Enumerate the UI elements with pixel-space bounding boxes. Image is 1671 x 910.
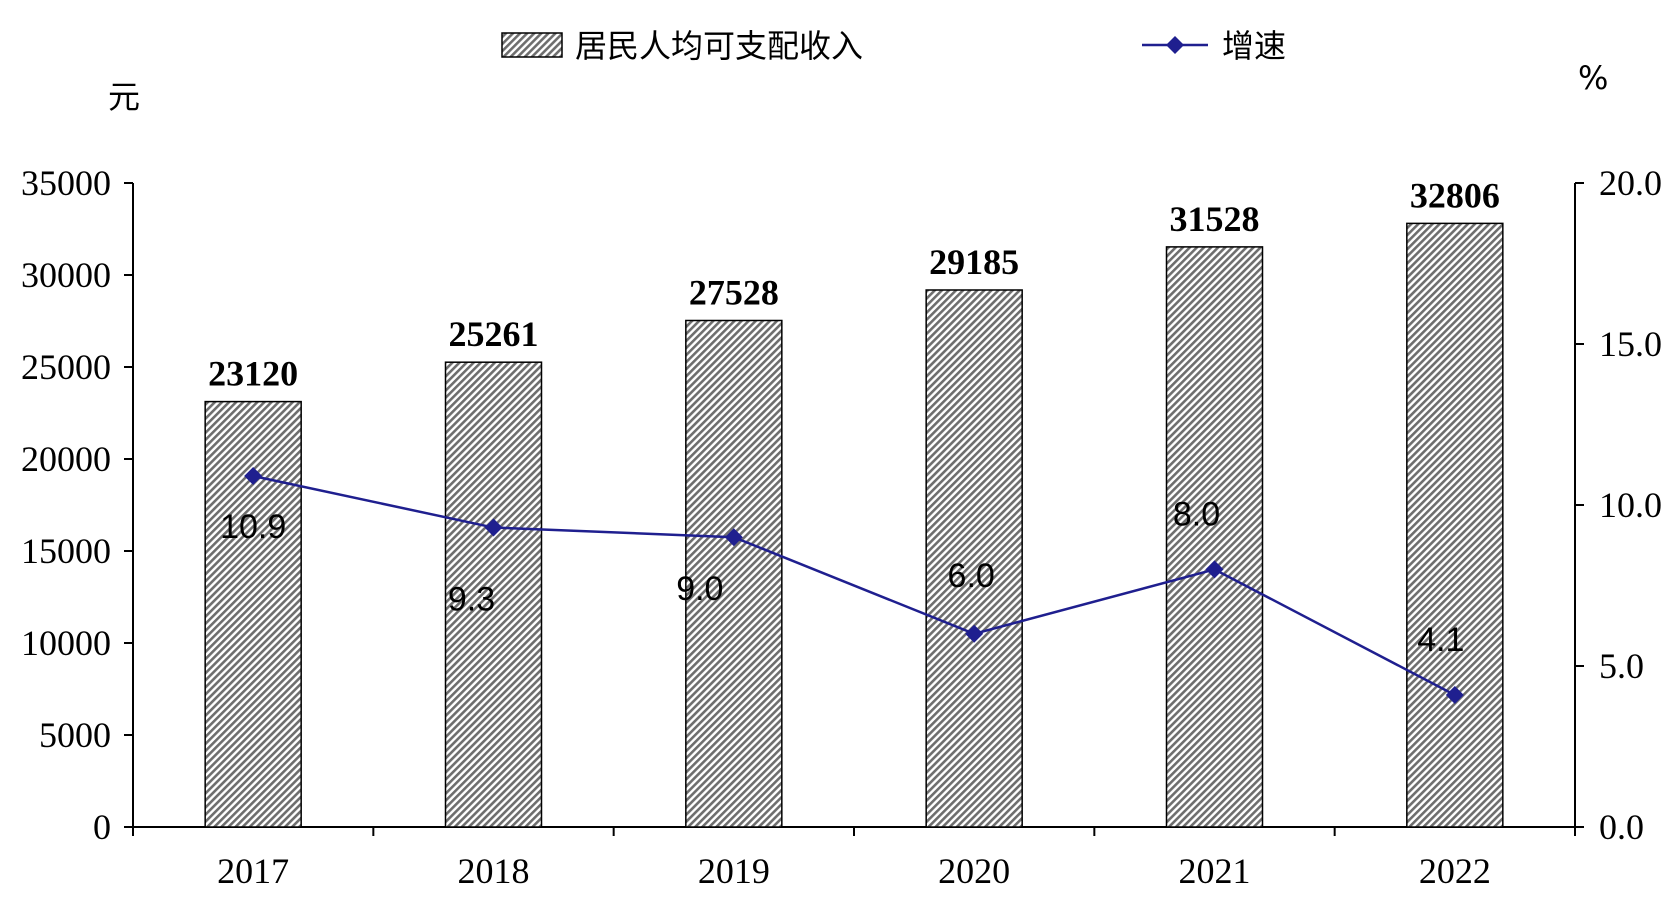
bar xyxy=(1165,246,1264,828)
legend-line-marker xyxy=(1166,36,1184,54)
bar xyxy=(444,361,543,828)
y-right-tick-label: 15.0 xyxy=(1599,324,1662,364)
bar-value-label: 29185 xyxy=(929,242,1019,282)
y-left-tick-label: 35000 xyxy=(21,163,111,203)
growth-value-label: 4.1 xyxy=(1417,621,1464,659)
growth-point xyxy=(724,528,743,547)
bar-value-label: 27528 xyxy=(689,272,779,312)
growth-polyline xyxy=(252,474,1456,697)
data-labels: 23120 25261 27528 29185 31528 32806 10.9 9.3 9.0… xyxy=(208,175,1500,659)
bar xyxy=(204,400,302,828)
bar xyxy=(1406,222,1504,828)
x-tick-label: 2017 xyxy=(217,851,289,891)
y-left-tick-label: 30000 xyxy=(21,255,111,295)
growth-point xyxy=(1445,685,1464,704)
axes: 0 5000 10000 15000 20000 25000 30000 35000 0.0 5.… xyxy=(21,163,1662,891)
growth-value-label: 9.0 xyxy=(676,570,723,608)
legend: 居民人均可支配收入 增速 xyxy=(501,27,1286,65)
growth-point xyxy=(484,518,503,537)
legend-bar-swatch xyxy=(501,32,563,58)
bar-value-label: 31528 xyxy=(1170,199,1260,239)
y-right-tick-label: 5.0 xyxy=(1599,646,1644,686)
y-right-tick-label: 0.0 xyxy=(1599,807,1644,847)
growth-point xyxy=(965,624,984,643)
y-right-tick-label: 20.0 xyxy=(1599,163,1662,203)
y-right-tick-label: 10.0 xyxy=(1599,485,1662,525)
growth-point xyxy=(244,467,263,486)
bar-value-label: 23120 xyxy=(208,354,298,394)
y-left-unit: 元 xyxy=(108,78,140,116)
bar xyxy=(925,289,1023,828)
x-tick-label: 2020 xyxy=(938,851,1010,891)
legend-bar-label: 居民人均可支配收入 xyxy=(575,27,863,65)
y-left-tick-label: 25000 xyxy=(21,347,111,387)
y-left-tick-label: 15000 xyxy=(21,531,111,571)
bar-value-label: 25261 xyxy=(449,314,539,354)
growth-value-label: 8.0 xyxy=(1173,495,1220,533)
bar-value-label: 32806 xyxy=(1410,175,1500,215)
y-left-tick-label: 0 xyxy=(93,807,111,847)
x-tick-label: 2019 xyxy=(698,851,770,891)
bar xyxy=(685,319,783,828)
growth-value-label: 6.0 xyxy=(948,557,995,595)
x-tick-label: 2018 xyxy=(458,851,530,891)
growth-value-label: 9.3 xyxy=(448,581,495,619)
x-tick-label: 2022 xyxy=(1419,851,1491,891)
y-left-tick-label: 10000 xyxy=(21,623,111,663)
bars xyxy=(204,222,1504,828)
y-left-tick-label: 20000 xyxy=(21,439,111,479)
legend-line-label: 增速 xyxy=(1222,27,1286,65)
x-tick-label: 2021 xyxy=(1179,851,1251,891)
growth-value-label: 10.9 xyxy=(220,508,286,546)
y-left-tick-label: 5000 xyxy=(39,715,111,755)
growth-line xyxy=(244,467,1464,704)
growth-point xyxy=(1205,560,1224,579)
y-right-unit: % xyxy=(1578,59,1608,97)
